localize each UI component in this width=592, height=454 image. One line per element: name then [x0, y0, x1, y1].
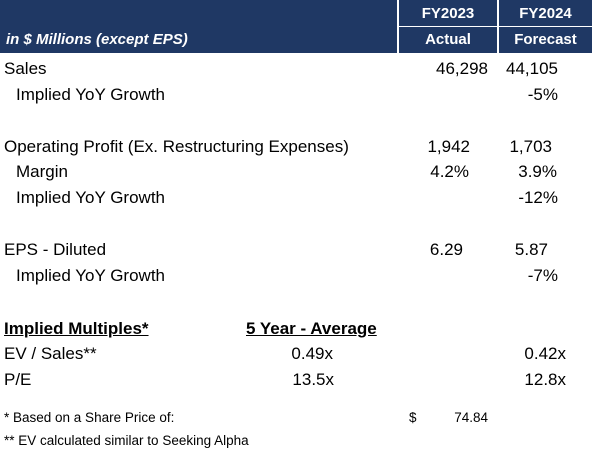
pe-fy2024: 12.8x — [524, 370, 566, 389]
share-price-value: 74.84 — [454, 410, 488, 425]
sales-fy2024: 44,105 — [506, 59, 558, 78]
fy2024-header: FY2024 — [519, 5, 572, 22]
sales-growth-fy2024: -5% — [527, 85, 558, 104]
multiples-title: Implied Multiples* — [4, 319, 149, 338]
header-divider-2 — [497, 0, 499, 53]
op-profit-label: Operating Profit (Ex. Restructuring Expe… — [4, 137, 349, 156]
forecast-header: Forecast — [514, 31, 577, 48]
share-price-note: * Based on a Share Price of: — [4, 410, 175, 425]
ev-note: ** EV calculated similar to Seeking Alph… — [4, 433, 249, 448]
op-growth-label: Implied YoY Growth — [16, 188, 165, 207]
header-hline-1 — [399, 26, 497, 27]
eps-growth-label: Implied YoY Growth — [16, 266, 165, 285]
sales-label: Sales — [4, 59, 47, 78]
sales-growth-label: Implied YoY Growth — [16, 85, 165, 104]
margin-fy2023: 4.2% — [430, 162, 469, 181]
sales-fy2023: 46,298 — [436, 59, 488, 78]
eps-fy2024: 5.87 — [514, 240, 548, 259]
ev-sales-label: EV / Sales** — [4, 344, 97, 363]
ev-sales-avg: 0.49x — [291, 344, 333, 363]
op-profit-fy2024: 1,703 — [509, 137, 552, 156]
currency-symbol: $ — [409, 410, 417, 425]
header-hline-2 — [499, 26, 592, 27]
ev-sales-fy2024: 0.42x — [524, 344, 566, 363]
pe-avg: 13.5x — [292, 370, 334, 389]
pe-label: P/E — [4, 370, 32, 389]
eps-growth-fy2024: -7% — [527, 266, 558, 285]
actual-header: Actual — [425, 31, 471, 48]
eps-fy2023: 6.29 — [429, 240, 463, 259]
header-spacer — [0, 26, 397, 27]
margin-fy2024: 3.9% — [518, 162, 557, 181]
header-divider-1 — [397, 0, 399, 53]
margin-label: Margin — [16, 162, 68, 181]
op-growth-fy2024: -12% — [518, 188, 558, 207]
avg-header: 5 Year - Average — [246, 319, 377, 338]
fy2023-header: FY2023 — [421, 5, 475, 22]
units-label: in $ Millions (except EPS) — [6, 31, 188, 48]
op-profit-fy2023: 1,942 — [427, 137, 470, 156]
eps-label: EPS - Diluted — [4, 240, 107, 259]
